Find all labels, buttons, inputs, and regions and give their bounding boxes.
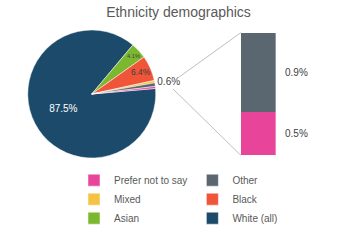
svg-text:0.9%: 0.9% bbox=[285, 67, 308, 78]
svg-text:Black: Black bbox=[232, 194, 257, 205]
svg-text:Mixed: Mixed bbox=[114, 194, 141, 205]
svg-text:Prefer not to say: Prefer not to say bbox=[114, 175, 187, 186]
svg-text:4.1%: 4.1% bbox=[127, 53, 140, 59]
svg-text:Asian: Asian bbox=[114, 213, 139, 224]
svg-text:6.4%: 6.4% bbox=[131, 67, 151, 77]
svg-text:0.5%: 0.5% bbox=[285, 128, 308, 139]
svg-text:87.5%: 87.5% bbox=[49, 103, 77, 114]
svg-text:Ethnicity demographics: Ethnicity demographics bbox=[106, 4, 251, 20]
svg-text:White (all): White (all) bbox=[232, 213, 277, 224]
svg-text:0.6%: 0.6% bbox=[157, 76, 180, 87]
svg-text:Other: Other bbox=[232, 175, 258, 186]
